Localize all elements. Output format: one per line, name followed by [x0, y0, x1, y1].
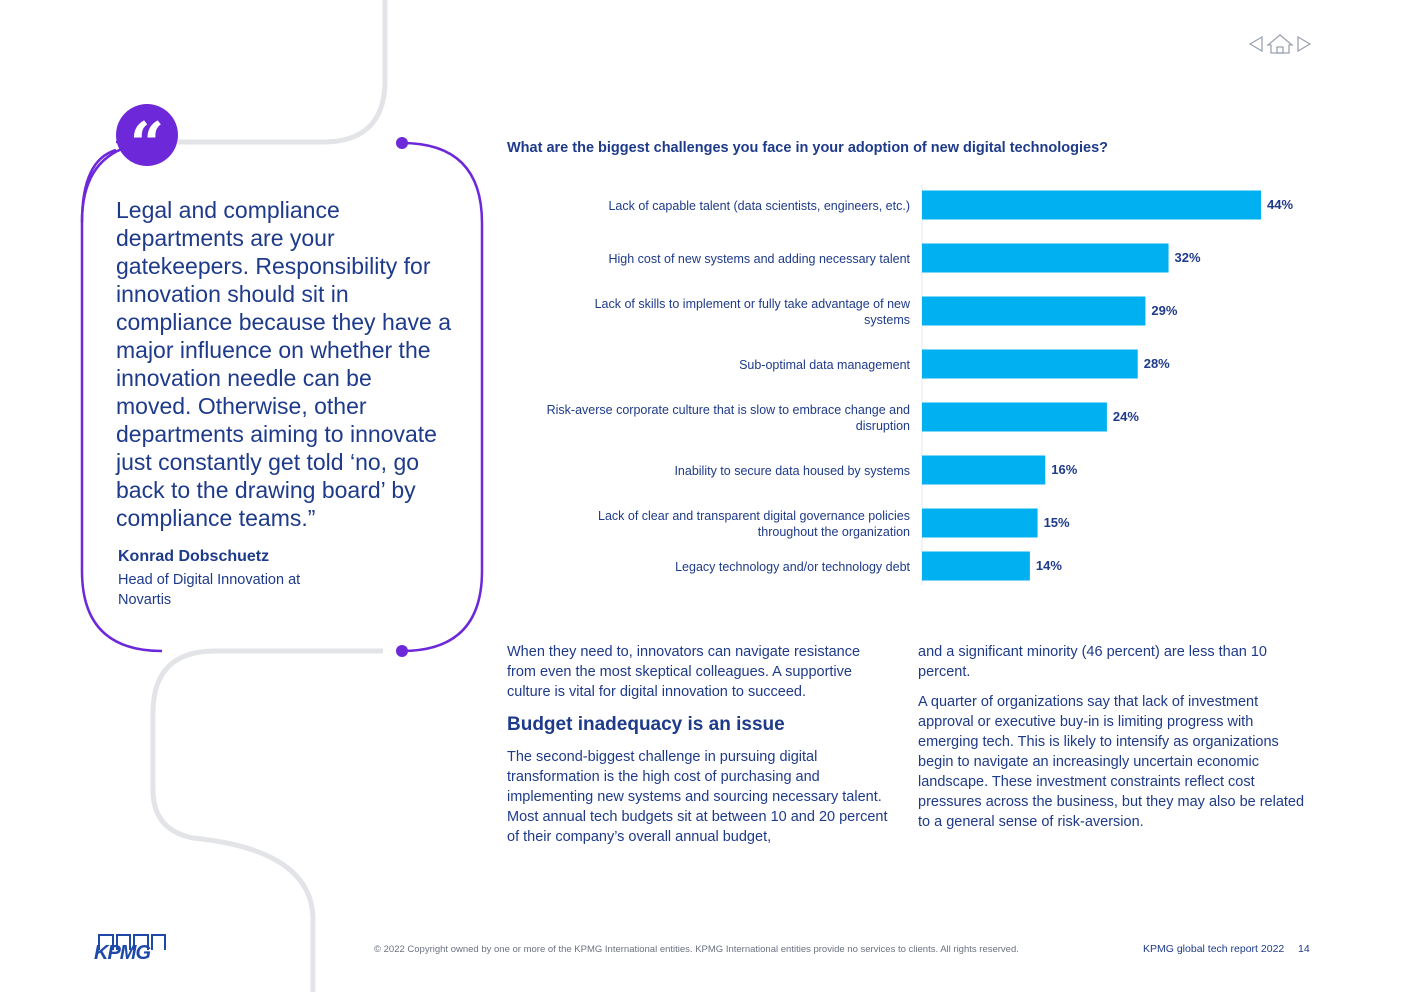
quote-author-role: Head of Digital Innovation at Novartis: [118, 572, 301, 608]
chart-value-label: 14%: [1036, 558, 1062, 573]
chart-category-label: systems: [864, 313, 910, 327]
chart-title: What are the biggest challenges you face…: [507, 140, 1109, 156]
chart-value-label: 44%: [1267, 197, 1293, 212]
section-heading: Budget inadequacy is an issue: [507, 714, 785, 735]
chart-category-label: Sub-optimal data management: [739, 358, 910, 372]
chart-bar: [922, 551, 1030, 581]
chart-bar: [922, 296, 1146, 326]
chart-category-label: Risk-averse corporate culture that is sl…: [547, 403, 910, 417]
quote-mark-icon: “: [116, 104, 178, 180]
quote-author: Konrad Dobschuetz: [118, 548, 270, 565]
chart-category-label: Lack of skills to implement or fully tak…: [595, 297, 911, 311]
next-page-icon[interactable]: [1297, 35, 1312, 53]
chart-category-label: Legacy technology and/or technology debt: [675, 560, 910, 574]
text-column-left: When they need to, innovators can naviga…: [507, 642, 892, 847]
chart-bar: [922, 402, 1107, 432]
chart-value-label: 15%: [1044, 515, 1070, 530]
page-navigation: [1248, 34, 1312, 54]
chart-bar: [922, 243, 1169, 273]
paragraph: and a significant minority (46 percent) …: [918, 644, 1267, 680]
chart-bar: [922, 190, 1261, 220]
chart-value-label: 28%: [1144, 356, 1170, 371]
chart-category-label: Lack of capable talent (data scientists,…: [608, 199, 910, 213]
kpmg-logo: KPMG: [94, 934, 168, 964]
chart-category-label: High cost of new systems and adding nece…: [608, 252, 910, 266]
chart-value-label: 32%: [1175, 250, 1201, 265]
copyright-notice: © 2022 Copyright owned by one or more of…: [374, 944, 1019, 955]
chart-value-label: 29%: [1151, 303, 1177, 318]
previous-page-icon[interactable]: [1248, 35, 1263, 53]
chart-category-label: Lack of clear and transparent digital go…: [598, 509, 910, 523]
paragraph: When they need to, innovators can naviga…: [507, 644, 861, 700]
report-name: KPMG global tech report 2022: [1143, 943, 1285, 955]
chart-bar: [922, 508, 1038, 538]
paragraph: The second-biggest challenge in pursuing…: [507, 749, 888, 845]
chart-category-label: Inability to secure data housed by syste…: [674, 464, 910, 478]
chart-bar: [922, 455, 1046, 485]
text-column-right: and a significant minority (46 percent) …: [918, 642, 1310, 832]
chart-category-label: throughout the organization: [758, 525, 910, 539]
paragraph: A quarter of organizations say that lack…: [918, 694, 1305, 830]
chart-value-label: 16%: [1051, 462, 1077, 477]
page-number: 14: [1298, 943, 1310, 955]
challenges-bar-chart: 44% Lack of capable talent (data scientis…: [547, 185, 1293, 585]
chart-bar: [922, 349, 1138, 379]
chart-category-label: disruption: [856, 419, 910, 433]
chart-value-label: 24%: [1113, 409, 1139, 424]
home-icon[interactable]: [1266, 34, 1294, 54]
quote-text: Legal and compliance departments are you…: [116, 197, 451, 531]
